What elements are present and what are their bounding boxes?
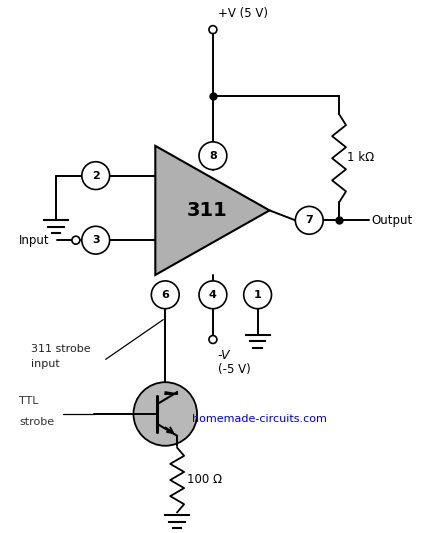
Circle shape <box>209 26 217 34</box>
Circle shape <box>244 281 272 309</box>
Text: Input: Input <box>19 233 50 247</box>
Text: -V: -V <box>218 350 230 362</box>
Text: (-5 V): (-5 V) <box>218 364 251 376</box>
Text: 1: 1 <box>254 290 261 300</box>
Text: input: input <box>31 359 60 369</box>
Text: 6: 6 <box>162 290 169 300</box>
Circle shape <box>199 142 227 169</box>
Text: 4: 4 <box>209 290 217 300</box>
Text: 7: 7 <box>306 215 313 225</box>
Circle shape <box>133 382 197 446</box>
Circle shape <box>151 281 179 309</box>
Text: homemade-circuits.com: homemade-circuits.com <box>192 414 327 424</box>
Text: Output: Output <box>372 214 413 227</box>
Text: 311: 311 <box>187 201 228 220</box>
Text: +V (5 V): +V (5 V) <box>218 7 268 20</box>
Circle shape <box>209 335 217 343</box>
Text: 2: 2 <box>92 171 99 181</box>
Text: strobe: strobe <box>19 417 54 427</box>
Circle shape <box>199 281 227 309</box>
Circle shape <box>72 236 80 244</box>
Text: 3: 3 <box>92 235 99 245</box>
Circle shape <box>82 227 110 254</box>
Text: TTL: TTL <box>19 396 39 406</box>
Circle shape <box>82 161 110 190</box>
Text: 1 kΩ: 1 kΩ <box>347 151 374 164</box>
Circle shape <box>295 206 323 234</box>
Polygon shape <box>155 146 269 275</box>
Text: 311 strobe: 311 strobe <box>31 344 91 354</box>
Text: 100 Ω: 100 Ω <box>187 473 222 486</box>
Text: 8: 8 <box>209 151 217 161</box>
